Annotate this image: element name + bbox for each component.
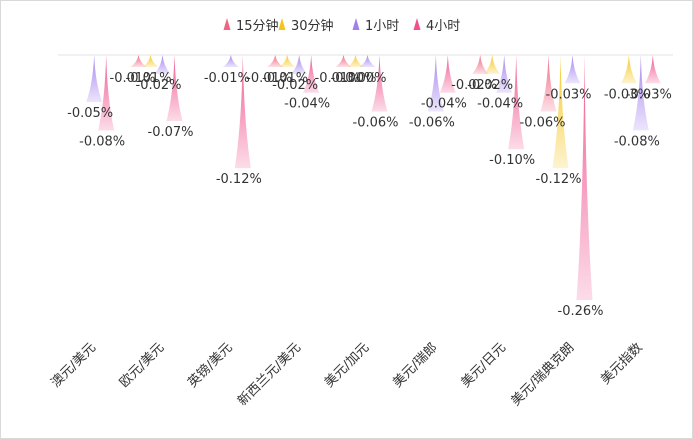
value-label-1-7: -0.02% xyxy=(451,78,497,93)
x-tick-label-3: 英镑/美元 xyxy=(184,340,235,391)
bar-4-3[interactable] xyxy=(234,55,251,169)
bar-2-5[interactable] xyxy=(347,55,364,67)
bar-4-8[interactable] xyxy=(576,55,593,300)
bar-4-5[interactable] xyxy=(371,55,388,112)
x-tick-label-6: 美元/瑞郎 xyxy=(390,340,440,390)
bar-3-1[interactable] xyxy=(86,55,103,103)
bar-3-9[interactable] xyxy=(632,55,649,131)
value-label-2-7: -0.02% xyxy=(467,78,513,93)
value-label-3-5: -0.00% xyxy=(341,71,387,86)
bar-1-4[interactable] xyxy=(267,55,284,67)
value-label-3-7: -0.04% xyxy=(477,97,523,112)
value-label-4-4: -0.04% xyxy=(284,97,330,112)
bar-1-8[interactable] xyxy=(540,55,557,112)
bar-1-5[interactable] xyxy=(335,55,352,67)
value-label-2-9: -0.03% xyxy=(604,87,650,102)
x-tick-label-5: 美元/加元 xyxy=(322,340,372,390)
bar-3-5[interactable] xyxy=(359,55,376,67)
legend-label-2[interactable]: 30分钟 xyxy=(291,18,334,34)
bar-4-4[interactable] xyxy=(303,55,320,93)
value-label-2-4: -0.01% xyxy=(262,71,308,86)
bar-3-3[interactable] xyxy=(222,55,239,67)
value-label-2-8: -0.12% xyxy=(536,172,582,187)
bar-2-9[interactable] xyxy=(620,55,637,84)
x-tick-label-7: 美元/日元 xyxy=(459,340,509,390)
value-label-4-3: -0.12% xyxy=(216,172,262,187)
bar-3-4[interactable] xyxy=(291,55,308,74)
x-tick-label-2: 欧元/美元 xyxy=(117,340,167,390)
value-label-4-7: -0.10% xyxy=(489,153,535,168)
value-label-4-9: -0.03% xyxy=(626,87,672,102)
legend-marker-4[interactable] xyxy=(413,18,421,30)
bar-2-7[interactable] xyxy=(484,55,501,74)
bar-2-2[interactable] xyxy=(142,55,159,67)
x-tick-label-8: 美元/瑞典克朗 xyxy=(508,340,577,409)
x-axis-labels: 澳元/美元 欧元/美元 英镑/美元 新西兰元/美元 美元/加元 美元/瑞郎 美元/日元 美元/… xyxy=(48,340,646,410)
value-label-3-6: -0.06% xyxy=(409,116,455,131)
value-label-1-2: -0.01% xyxy=(110,71,156,86)
value-label-1-4: -0.01% xyxy=(246,71,292,86)
x-tick-label-1: 澳元/美元 xyxy=(48,340,99,391)
value-label-3-3: -0.01% xyxy=(204,71,250,86)
bar-2-8[interactable] xyxy=(552,55,569,169)
bar-4-2[interactable] xyxy=(166,55,183,121)
value-label-4-1: -0.08% xyxy=(79,134,125,149)
value-label-4-2: -0.07% xyxy=(148,125,194,140)
legend-marker-2[interactable] xyxy=(278,18,286,30)
bar-2-4[interactable] xyxy=(279,55,296,67)
value-label-4-6: -0.04% xyxy=(421,97,467,112)
bar-1-2[interactable] xyxy=(130,55,147,67)
legend-label-4[interactable]: 4小时 xyxy=(426,19,460,34)
bar-3-2[interactable] xyxy=(154,55,171,74)
bar-4-6[interactable] xyxy=(439,55,456,93)
x-tick-label-4: 新西兰元/美元 xyxy=(234,340,304,410)
value-label-3-1: -0.05% xyxy=(67,106,113,121)
bar-3-6[interactable] xyxy=(427,55,444,112)
value-label-4-8: -0.26% xyxy=(558,304,604,319)
value-label-3-4: -0.02% xyxy=(272,78,318,93)
bar-1-7[interactable] xyxy=(472,55,489,74)
legend: 15分钟 30分钟 1小时 4小时 xyxy=(223,18,460,34)
legend-marker-3[interactable] xyxy=(352,18,360,30)
value-label-2-2: -0.01% xyxy=(126,71,172,86)
bar-4-1[interactable] xyxy=(98,55,115,131)
value-label-3-8: -0.03% xyxy=(546,87,592,102)
bar-3-8[interactable] xyxy=(564,55,581,84)
legend-label-3[interactable]: 1小时 xyxy=(365,19,399,34)
chart-marks xyxy=(86,55,661,300)
x-tick-label-9: 美元指数 xyxy=(598,340,645,387)
bar-4-7[interactable] xyxy=(508,55,525,150)
bar-4-9[interactable] xyxy=(644,55,661,84)
value-labels: -0.05%-0.08%-0.01%-0.01%-0.02%-0.07%-0.0… xyxy=(67,71,672,319)
legend-marker-1[interactable] xyxy=(223,18,231,30)
value-label-4-5: -0.06% xyxy=(353,116,399,131)
value-label-3-2: -0.02% xyxy=(136,78,182,93)
value-label-1-5: -0.01% xyxy=(315,71,361,86)
value-label-3-9: -0.08% xyxy=(614,134,660,149)
bar-3-7[interactable] xyxy=(496,55,513,93)
value-label-2-5: -0.00% xyxy=(331,71,377,86)
legend-label-1[interactable]: 15分钟 xyxy=(236,18,279,34)
value-label-1-8: -0.06% xyxy=(520,116,566,131)
